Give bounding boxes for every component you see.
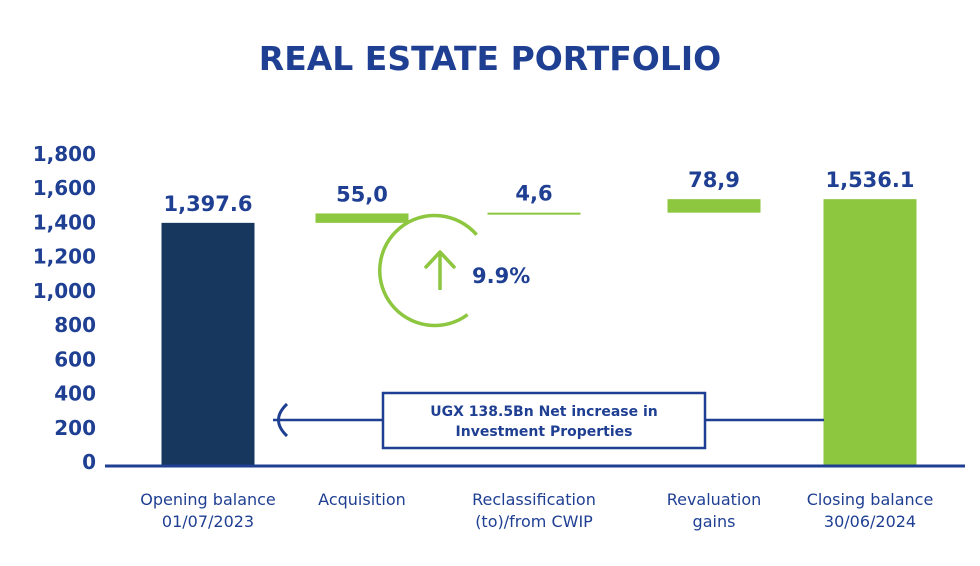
annotation-box: [381, 391, 707, 450]
annotation-line-1: UGX 138.5Bn Net increase in: [430, 404, 657, 420]
chart-title: REAL ESTATE PORTFOLIO: [259, 39, 721, 78]
bars-group: [161, 199, 917, 466]
value-label-5: 1,536.1: [825, 168, 914, 192]
category-labels-group: Opening balance 01/07/2023 Acquisition Recl…: [140, 490, 933, 531]
value-label-3: 4,6: [515, 182, 552, 206]
category-label-2: Acquisition: [318, 490, 406, 509]
category-label-1: Opening balance: [140, 490, 276, 509]
y-tick-label: 0: [82, 450, 96, 474]
y-axis-ticks: 0 200 400 600 800 1,000 1,200 1,400 1,600 1,800: [33, 142, 96, 474]
y-tick-label: 1,600: [33, 176, 96, 200]
value-label-1: 1,397.6: [163, 192, 252, 216]
value-label-4: 78,9: [688, 168, 740, 192]
y-tick-label: 200: [54, 416, 96, 440]
net-increase-annotation: UGX 138.5Bn Net increase in Investment P…: [273, 391, 824, 450]
y-tick-label: 400: [54, 382, 96, 406]
bar-3: [487, 212, 581, 215]
bar-1: [161, 222, 255, 466]
y-tick-label: 600: [54, 347, 96, 371]
y-tick-label: 1,800: [33, 142, 96, 166]
category-label-1: 01/07/2023: [162, 512, 254, 531]
bar-2: [315, 213, 409, 223]
category-label-3: Reclassification: [472, 490, 596, 509]
growth-indicator: 9.9%: [378, 213, 530, 328]
y-tick-label: 1,200: [33, 245, 96, 269]
category-label-4: Revaluation: [667, 490, 762, 509]
arrow-left-icon: [277, 402, 289, 438]
annotation-line-2: Investment Properties: [456, 424, 633, 440]
arrow-up-icon: [424, 250, 456, 290]
y-tick-label: 800: [54, 313, 96, 337]
category-label-4: gains: [693, 512, 736, 531]
y-tick-label: 1,000: [33, 279, 96, 303]
growth-circle-arc: [378, 213, 478, 328]
category-label-5: 30/06/2024: [824, 512, 916, 531]
value-label-2: 55,0: [336, 182, 388, 206]
category-label-3: (to)/from CWIP: [475, 512, 593, 531]
value-labels-group: 1,397.6 55,0 4,6 78,9 1,536.1: [163, 168, 914, 216]
bar-5: [823, 199, 917, 466]
growth-percent-label: 9.9%: [472, 264, 530, 288]
category-label-5: Closing balance: [807, 490, 934, 509]
bar-4: [667, 199, 761, 213]
y-tick-label: 1,400: [33, 210, 96, 234]
